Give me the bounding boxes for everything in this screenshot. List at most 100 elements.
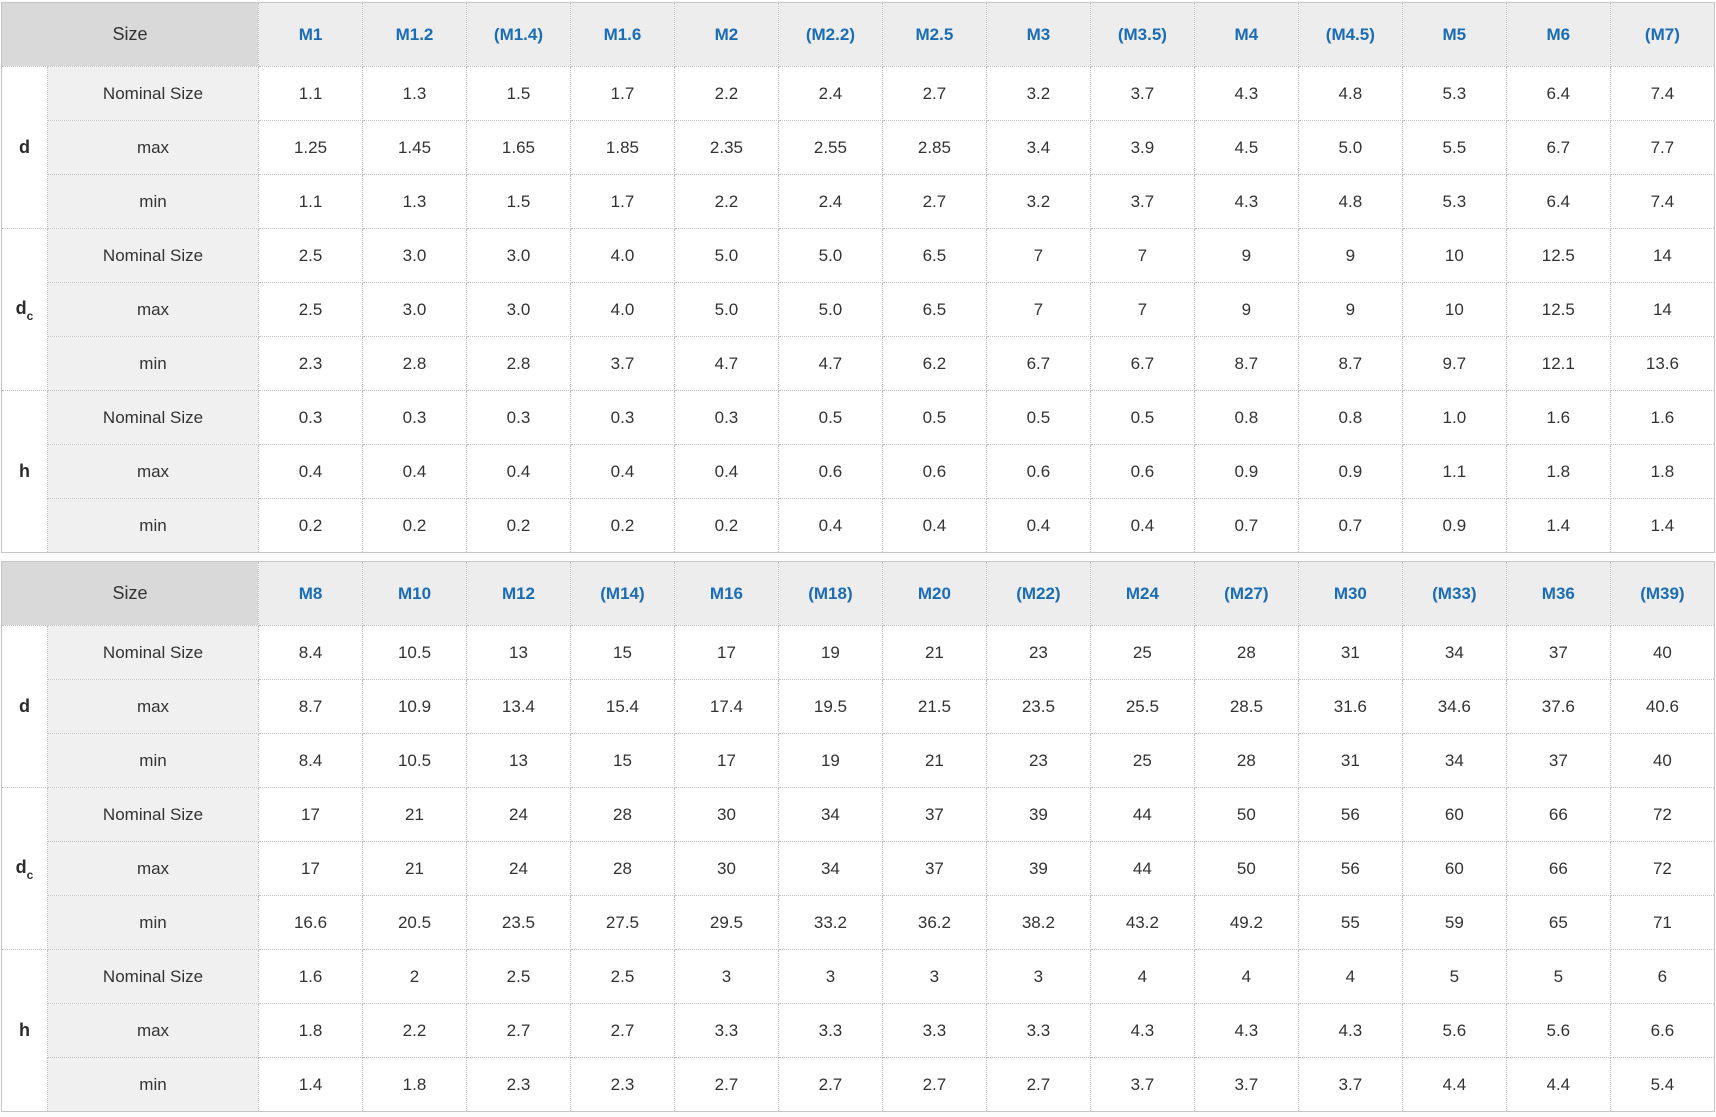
table-row: d Nominal Size 8.4 10.5 13 15 17 19 21 23 25 28 31 34… — [1, 625, 1716, 788]
thread-size-column-header: (M1.4) — [465, 2, 571, 67]
thread-size-column-header: (M22) — [985, 561, 1091, 626]
thread-size-column-header: M8 — [258, 561, 363, 626]
dimension-value-cell: 2.4 — [777, 174, 883, 229]
table-row: h Nominal Size 0.3 0.3 0.3 0.3 0.3 0.5 0.5 0.5 0.5… — [1, 390, 1716, 553]
dimension-value-cell: 0.5 — [1089, 390, 1195, 445]
dimension-value-cell: 3.7 — [1089, 66, 1195, 121]
row-label-cell: min — [46, 895, 260, 950]
row-label-cell: Nominal Size — [46, 787, 260, 842]
row-label-cell: max — [46, 444, 260, 499]
dimension-value-cell: 21 — [362, 787, 467, 842]
dimension-value-cell: 0.2 — [673, 498, 779, 553]
dimension-value-cell: 60 — [1401, 841, 1507, 896]
row-label-cell: Nominal Size — [46, 66, 260, 121]
dimension-value-cell: 2 — [362, 949, 467, 1004]
dimension-value-cell: 8.7 — [1297, 336, 1403, 391]
row-label-cell: Nominal Size — [46, 390, 260, 445]
dimension-value-cell: 15 — [569, 733, 675, 788]
dimension-symbol: h — [19, 1020, 30, 1040]
dimension-value-cell: 8.7 — [258, 679, 363, 734]
dimension-value-cell: 5.3 — [1401, 174, 1507, 229]
dimension-value-cell: 27.5 — [569, 895, 675, 950]
dimension-value-cell: 28 — [1193, 625, 1299, 680]
dimension-value-cell: 56 — [1297, 787, 1403, 842]
dimension-value-cell: 0.4 — [569, 444, 675, 499]
thread-size-column-header: (M3.5) — [1089, 2, 1195, 67]
dimension-value-cell: 28 — [1193, 733, 1299, 788]
dimension-value-cell: 19.5 — [777, 679, 883, 734]
dimension-value-cell: 3 — [985, 949, 1091, 1004]
table-row: min 2.3 2.8 2.8 3.7 4.7 4.7 6.2 6.7 6.7 8.7 8.7 9.7 1… — [2, 336, 1716, 391]
table-row: min 1.4 1.8 2.3 2.3 2.7 2.7 2.7 2.7 3.7 3.7 3.7 4.4 4… — [2, 1057, 1716, 1112]
dimension-value-cell: 7 — [985, 282, 1091, 337]
dimension-value-cell: 29.5 — [673, 895, 779, 950]
row-label-cell: Nominal Size — [46, 949, 260, 1004]
table-row: max 17 21 24 28 30 34 37 39 44 50 56 60 66 72 — [2, 841, 1716, 896]
dimension-value-cell: 1.1 — [258, 174, 363, 229]
dimension-value-cell: 23.5 — [985, 679, 1091, 734]
dimension-value-cell: 31 — [1297, 733, 1403, 788]
dimension-symbol: h — [19, 461, 30, 481]
dimension-value-cell: 0.4 — [1089, 498, 1195, 553]
dimension-value-cell: 21 — [881, 733, 987, 788]
dimension-symbol: d — [15, 856, 27, 877]
dimension-group-label: dc — [1, 228, 48, 391]
dimension-value-cell: 4.4 — [1401, 1057, 1507, 1112]
dimension-value-cell: 5.3 — [1401, 66, 1507, 121]
dimension-value-cell: 15.4 — [569, 679, 675, 734]
dimension-value-cell: 2.7 — [673, 1057, 779, 1112]
dimension-value-cell: 1.8 — [362, 1057, 467, 1112]
dimension-value-cell: 1.8 — [1505, 444, 1611, 499]
dimension-value-cell: 40 — [1609, 625, 1716, 680]
dimension-value-cell: 56 — [1297, 841, 1403, 896]
dimension-value-cell: 3.4 — [985, 120, 1091, 175]
dimension-value-cell: 10 — [1401, 228, 1507, 283]
row-label-cell: max — [46, 1003, 260, 1058]
dimension-value-cell: 0.5 — [985, 390, 1091, 445]
dimension-value-cell: 3.3 — [881, 1003, 987, 1058]
dimension-value-cell: 1.4 — [1609, 498, 1716, 553]
dimension-value-cell: 0.4 — [777, 498, 883, 553]
dimension-value-cell: 1.1 — [1401, 444, 1507, 499]
dimension-value-cell: 17 — [673, 625, 779, 680]
dimension-value-cell: 5.5 — [1401, 120, 1507, 175]
thread-size-column-header: M30 — [1297, 561, 1403, 626]
dimension-value-cell: 1.85 — [569, 120, 675, 175]
dimension-value-cell: 3.0 — [465, 228, 571, 283]
dimension-value-cell: 12.1 — [1505, 336, 1611, 391]
dimension-value-cell: 7.4 — [1609, 66, 1716, 121]
dimension-value-cell: 36.2 — [881, 895, 987, 950]
dimension-value-cell: 13.4 — [465, 679, 571, 734]
dimension-value-cell: 13 — [465, 625, 571, 680]
dimension-value-cell: 30 — [673, 841, 779, 896]
dimension-value-cell: 4.0 — [569, 228, 675, 283]
thread-size-column-header: M6 — [1505, 2, 1611, 67]
dimension-value-cell: 5.0 — [777, 282, 883, 337]
dimension-value-cell: 1.65 — [465, 120, 571, 175]
dimension-value-cell: 1.6 — [1609, 390, 1716, 445]
dimension-value-cell: 2.3 — [569, 1057, 675, 1112]
dimension-value-cell: 2.5 — [569, 949, 675, 1004]
thread-size-column-header: M3 — [985, 2, 1091, 67]
dimension-value-cell: 7 — [1089, 228, 1195, 283]
dimension-value-cell: 6.2 — [881, 336, 987, 391]
dimension-value-cell: 3.7 — [1297, 1057, 1403, 1112]
dimension-value-cell: 4.3 — [1089, 1003, 1195, 1058]
thread-size-column-header: M2 — [673, 2, 779, 67]
dimension-value-cell: 1.7 — [569, 66, 675, 121]
dimension-value-cell: 3 — [777, 949, 883, 1004]
dimension-value-cell: 0.3 — [362, 390, 467, 445]
row-label-cell: Nominal Size — [46, 228, 260, 283]
dimension-value-cell: 5.6 — [1401, 1003, 1507, 1058]
dimension-value-cell: 40 — [1609, 733, 1716, 788]
dimension-value-cell: 16.6 — [258, 895, 363, 950]
size-header-cell: Size — [0, 561, 260, 626]
dimension-value-cell: 10.9 — [362, 679, 467, 734]
dimension-value-cell: 10.5 — [362, 625, 467, 680]
dimension-value-cell: 4.3 — [1193, 1003, 1299, 1058]
dimension-value-cell: 1.3 — [362, 66, 467, 121]
dimension-value-cell: 2.5 — [465, 949, 571, 1004]
dimension-value-cell: 2.5 — [258, 282, 363, 337]
dimension-value-cell: 3.9 — [1089, 120, 1195, 175]
dimension-value-cell: 0.4 — [258, 444, 363, 499]
